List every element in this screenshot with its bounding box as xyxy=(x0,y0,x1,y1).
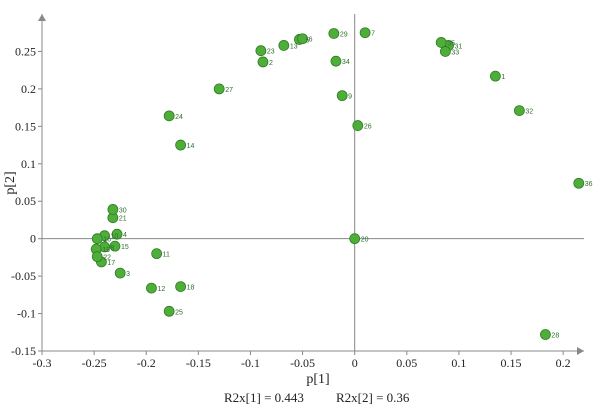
data-point-30 xyxy=(107,204,119,215)
data-point-36 xyxy=(573,177,585,189)
data-point-25 xyxy=(163,305,175,317)
point-label-5: 5 xyxy=(305,37,309,44)
point-label-20: 20 xyxy=(361,237,369,244)
point-label-22: 22 xyxy=(103,255,111,262)
data-point-24 xyxy=(163,110,175,122)
point-label-18: 18 xyxy=(187,285,195,292)
data-point-20 xyxy=(349,233,361,245)
point-label-15: 15 xyxy=(121,244,129,251)
x-tick-label: 0.1 xyxy=(451,356,466,370)
point-label-7: 7 xyxy=(371,31,375,38)
tick-labels: -0.3 -0.25 -0.2 -0.15 -0.1 -0.05 0 0.05 0.1 0.15 0… xyxy=(11,44,571,370)
data-point-16 xyxy=(91,233,103,245)
data-point-6 xyxy=(297,33,308,45)
point-label-14: 14 xyxy=(187,143,195,150)
y-tick-label: 0 xyxy=(30,232,36,246)
data-point-32 xyxy=(513,105,525,117)
y-tick-label: -0.05 xyxy=(11,269,36,283)
point-label-35: 35 xyxy=(447,40,455,47)
x-tick-label: -0.1 xyxy=(241,356,260,370)
point-label-21: 21 xyxy=(119,216,127,223)
y-tick-label: 0.05 xyxy=(15,194,36,208)
data-point-7 xyxy=(359,27,371,39)
point-label-31: 31 xyxy=(455,43,463,50)
data-point-11 xyxy=(151,248,163,260)
data-point-33 xyxy=(439,46,451,57)
data-point-4 xyxy=(111,228,123,240)
x-tick-label: -0.15 xyxy=(186,356,211,370)
x-axis-title: p[1] xyxy=(306,372,329,387)
x-axis-arrow xyxy=(577,347,584,355)
data-point-35 xyxy=(435,37,447,48)
x-tick-label: 0.05 xyxy=(396,356,417,370)
point-label-30: 30 xyxy=(119,207,127,214)
data-point-14 xyxy=(175,139,187,151)
x-tick-label: -0.25 xyxy=(82,356,107,370)
data-point-29 xyxy=(328,28,340,39)
point-label-19: 19 xyxy=(102,247,110,254)
point-label-25: 25 xyxy=(175,309,183,316)
point-label-29: 29 xyxy=(340,31,348,38)
data-point-23 xyxy=(255,45,267,57)
y-axis-title: p[2] xyxy=(3,171,18,194)
point-label-32: 32 xyxy=(525,109,533,116)
x-tick-label: -0.05 xyxy=(290,356,315,370)
point-label-13: 13 xyxy=(290,43,298,50)
point-label-2: 2 xyxy=(269,60,273,67)
point-label-1: 1 xyxy=(501,74,505,81)
data-point-27 xyxy=(213,83,225,95)
data-point-13 xyxy=(278,40,290,51)
data-point-26 xyxy=(352,120,364,131)
point-label-16: 16 xyxy=(103,237,111,244)
data-point-1 xyxy=(490,70,501,82)
x-tick-label: -0.2 xyxy=(137,356,156,370)
point-label-4: 4 xyxy=(123,232,127,239)
y-tick-label: 0.25 xyxy=(15,44,36,58)
data-point-15 xyxy=(109,240,121,252)
data-point-3 xyxy=(114,267,126,279)
point-label-9: 9 xyxy=(348,94,352,101)
point-label-6: 6 xyxy=(309,37,313,44)
y-axis-arrow xyxy=(38,14,46,21)
y-tick-label: -0.15 xyxy=(11,344,36,358)
r2x1-text: R2x[1] = 0.443 xyxy=(224,390,304,405)
x-tick-label: -0.3 xyxy=(33,356,52,370)
data-point-2 xyxy=(257,56,269,68)
point-label-33: 33 xyxy=(451,49,459,56)
point-label-17: 17 xyxy=(107,260,115,267)
x-tick-label: 0.2 xyxy=(556,356,571,370)
point-label-23: 23 xyxy=(267,49,275,56)
y-tick-label: 0.2 xyxy=(21,82,36,96)
point-label-27: 27 xyxy=(225,87,233,94)
point-label-24: 24 xyxy=(175,114,183,121)
point-label-11: 11 xyxy=(163,252,170,259)
data-point-12 xyxy=(146,282,157,294)
x-tick-label: 0 xyxy=(352,356,358,370)
y-tick-label: 0.1 xyxy=(21,157,36,171)
data-point-28 xyxy=(540,329,551,340)
point-label-36: 36 xyxy=(585,181,593,188)
point-label-28: 28 xyxy=(551,333,559,340)
data-points xyxy=(90,27,585,340)
y-tick-label: -0.1 xyxy=(17,307,36,321)
y-tick-label: 0.15 xyxy=(15,119,36,133)
data-point-18 xyxy=(175,281,187,292)
data-point-22 xyxy=(91,251,103,263)
point-label-10: 10 xyxy=(111,234,119,241)
point-label-26: 26 xyxy=(364,124,372,131)
x-tick-label: 0.15 xyxy=(501,356,522,370)
r2x2-text: R2x[2] = 0.36 xyxy=(336,390,410,405)
data-point-9 xyxy=(336,90,348,102)
point-label-3: 3 xyxy=(126,271,130,278)
point-label-34: 34 xyxy=(342,59,350,66)
axes xyxy=(38,14,584,355)
point-label-12: 12 xyxy=(157,286,165,293)
point-label-8: 8 xyxy=(111,245,115,252)
data-point-34 xyxy=(330,55,342,67)
